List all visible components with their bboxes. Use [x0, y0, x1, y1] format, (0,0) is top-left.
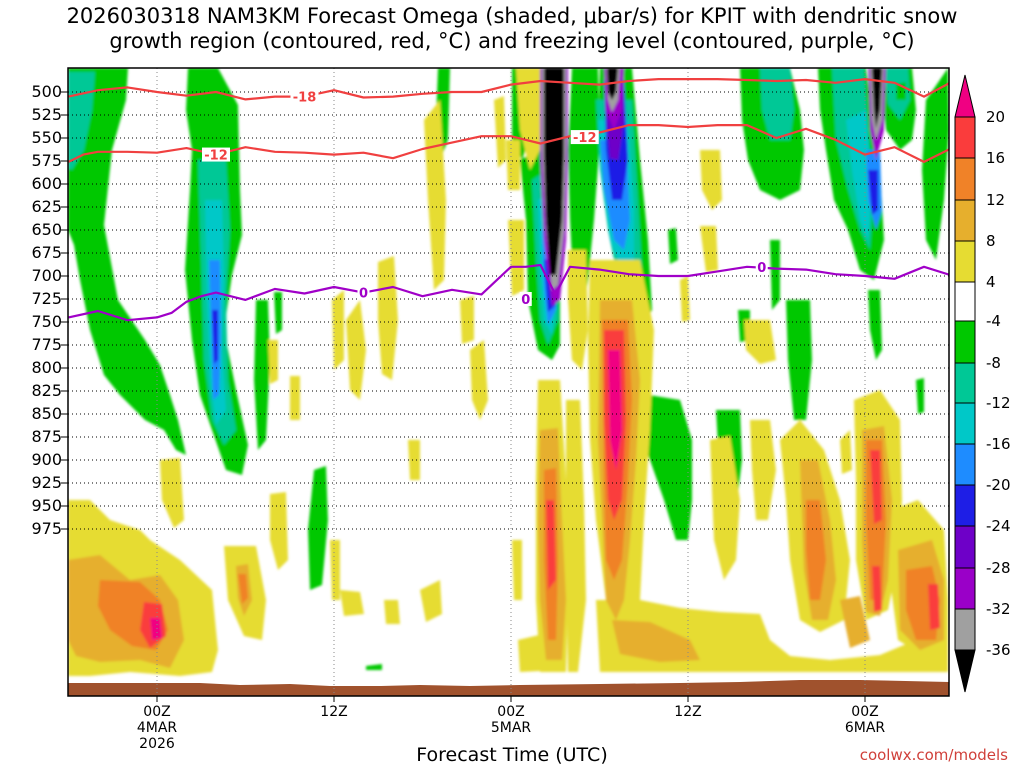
freezing-level-label-bg [519, 292, 532, 306]
y-tick-label: 800 [31, 358, 62, 377]
x-tick-label: 2026 [139, 736, 175, 752]
colorbar-bin [954, 608, 976, 651]
y-tick-label: 775 [31, 335, 62, 354]
dendritic-bottom-label-bg [570, 130, 599, 145]
colorbar-label: -4 [986, 312, 1001, 330]
freezing-level-contour [68, 263, 949, 322]
y-tick-label: 650 [31, 220, 62, 239]
colorbar-bin [954, 157, 976, 201]
contour-lines: -18 -12 -12 0 0 0 [68, 77, 949, 322]
y-tick-label: 975 [31, 519, 62, 538]
colorbar-label: 12 [986, 191, 1006, 209]
y-tick-label: 625 [31, 197, 62, 216]
y-tick-label: 525 [31, 105, 62, 124]
colorbar-bin [954, 402, 976, 445]
terrain-band [68, 680, 949, 696]
colorbar-bin [954, 525, 976, 569]
y-tick-label: 950 [31, 496, 62, 515]
colorbar-label: -28 [986, 559, 1011, 577]
freezing-level-label-bg [357, 285, 370, 300]
y-tick-label: 500 [31, 82, 62, 101]
x-tick-label: 6MAR [844, 720, 886, 736]
colorbar-label: -36 [986, 641, 1011, 659]
colorbar-bin [954, 362, 976, 404]
y-tick-label: 825 [31, 381, 62, 400]
chart-title-line-1: 2026030318 NAM3KM Forecast Omega (shaded… [66, 4, 958, 28]
freezing-level-label: 0 [757, 261, 766, 276]
y-tick-label: 875 [31, 427, 62, 446]
y-tick-label: 600 [31, 174, 62, 193]
x-tick-label: 00Z [143, 704, 171, 720]
colorbar-bin [954, 281, 976, 322]
colorbar-label: -20 [986, 476, 1011, 494]
dendritic-bottom-label: -12 [573, 131, 597, 146]
colorbar-label: 4 [986, 273, 996, 291]
freezing-level-label: 0 [521, 293, 530, 308]
colorbar-label: -32 [986, 600, 1011, 618]
dendritic-bottom-label: -12 [204, 149, 228, 164]
plot-frame [67, 67, 950, 697]
x-tick-label: 4MAR [136, 720, 178, 736]
dendritic-top-label: -18 [293, 91, 317, 106]
y-tick-label: 575 [31, 151, 62, 170]
grid-lines [68, 68, 949, 696]
y-tick-label: 725 [31, 289, 62, 308]
colorbar-label: -16 [986, 435, 1011, 453]
y-tick-label: 850 [31, 404, 62, 423]
colorbar-label: 8 [986, 232, 996, 250]
y-tick-label: 675 [31, 243, 62, 262]
dendritic-bottom-label-bg [202, 147, 230, 162]
colorbar-bin [954, 320, 976, 364]
y-tick-label: 900 [31, 450, 62, 469]
y-tick-label: 700 [31, 266, 62, 285]
colorbar-bin-min [954, 649, 976, 693]
chart-title-line-2: growth region (contoured, red, °C) and f… [109, 29, 915, 53]
credit-text[interactable]: coolwx.com/models [859, 746, 1008, 764]
x-tick-label: 00Z [497, 704, 525, 720]
x-tick-label: 12Z [674, 704, 702, 720]
dendritic-top-label-bg [290, 89, 319, 104]
omega-shading [68, 68, 949, 676]
freezing-level-label: 0 [359, 287, 368, 302]
colorbar-bin [954, 240, 976, 283]
dendritic-top-contour [68, 77, 949, 101]
x-tick-label: 12Z [320, 704, 348, 720]
axis-ticks [61, 91, 866, 702]
x-axis-title: Forecast Time (UTC) [416, 744, 608, 766]
x-tick-label: 5MAR [490, 720, 532, 736]
colorbar-bin [954, 199, 976, 242]
colorbar-label: -12 [986, 394, 1011, 412]
y-tick-label: 750 [31, 312, 62, 331]
colorbar-bin [954, 484, 976, 527]
colorbar-label: 20 [986, 108, 1006, 126]
colorbar-label: -24 [986, 517, 1011, 535]
colorbar [954, 74, 976, 693]
colorbar-label: 16 [986, 149, 1006, 167]
colorbar-label: -8 [986, 354, 1001, 372]
x-tick-label: 00Z [851, 704, 879, 720]
colorbar-bin [954, 567, 976, 610]
colorbar-bin [954, 443, 976, 486]
freezing-level-label-bg [755, 259, 768, 274]
y-tick-label: 550 [31, 128, 62, 147]
colorbar-bin [954, 116, 976, 159]
dendritic-bottom-contour [68, 123, 949, 163]
y-tick-label: 925 [31, 473, 62, 492]
colorbar-bin-max [954, 74, 976, 118]
